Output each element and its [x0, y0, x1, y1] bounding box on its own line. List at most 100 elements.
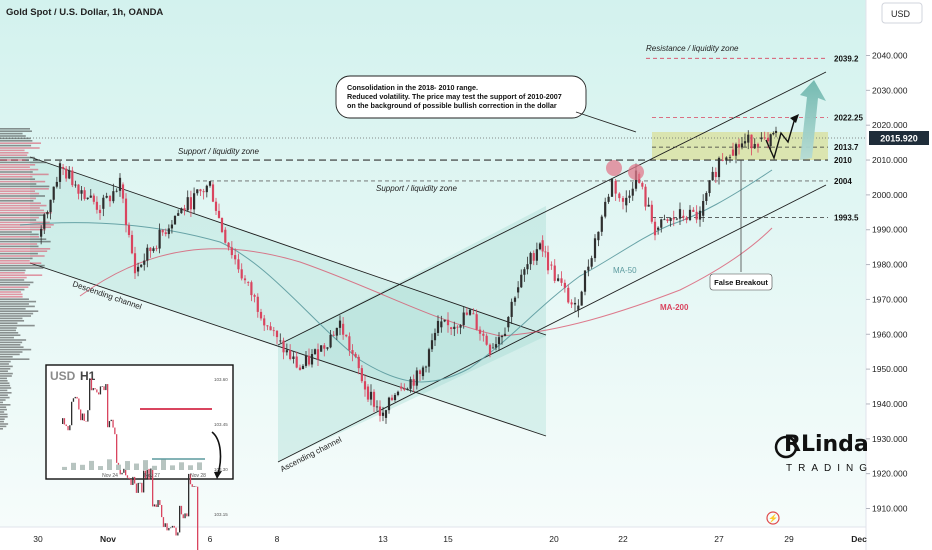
candle-body: [618, 193, 621, 199]
candle-body: [475, 314, 478, 330]
inset-candle: [128, 477, 130, 480]
candle-body: [52, 186, 55, 200]
time-axis[interactable]: 30 Nov 6 8 13 15 20 22 27 29 Dec: [33, 534, 867, 544]
price-tick-label: 1950.000: [872, 364, 908, 374]
price-tick-label: 1980.000: [872, 260, 908, 270]
inset-candle: [193, 486, 195, 487]
inset-candle: [148, 468, 150, 480]
candle-body: [462, 312, 465, 326]
inset-candle: [116, 434, 118, 463]
candle-body: [86, 197, 89, 199]
inset-candle: [126, 475, 129, 478]
candle-body: [61, 167, 65, 169]
inset-candle: [166, 523, 168, 531]
candle-body: [702, 201, 705, 216]
brand-line-1: RLinda: [784, 432, 869, 457]
ma-200-line: [79, 227, 773, 337]
inset-candle: [143, 470, 145, 493]
candle-body: [80, 190, 83, 194]
candle-body: [737, 144, 741, 148]
candle-body: [289, 350, 292, 359]
candle-body: [415, 370, 418, 386]
candle-body: [657, 227, 660, 230]
support-zone-label-2: Support / liquidity zone: [376, 184, 457, 193]
inset-volume-bar: [125, 461, 130, 470]
candle-body: [743, 141, 747, 144]
candle-body: [115, 190, 118, 192]
candle-body: [323, 345, 326, 349]
candle-body: [456, 326, 459, 328]
time-tick-label: 15: [443, 534, 453, 544]
candle-body: [763, 137, 766, 139]
candle-body: [610, 179, 614, 197]
candle-body: [247, 282, 250, 283]
candle-body: [628, 195, 631, 198]
candle-body: [682, 215, 685, 218]
price-axis[interactable]: 1910.000 1920.000 1930.000 1940.000 1950.000…: [866, 51, 908, 514]
candle-body: [369, 391, 373, 400]
inset-candle: [114, 427, 116, 435]
candle-body: [220, 217, 224, 233]
candle-body: [685, 217, 688, 221]
candle-body: [440, 321, 443, 328]
candle-body: [345, 334, 348, 337]
candle-body: [459, 325, 462, 328]
candle-body: [517, 287, 520, 293]
inset-candle: [101, 386, 103, 387]
candle-body: [375, 406, 379, 408]
candle-body: [520, 274, 523, 288]
candle-body: [342, 323, 345, 335]
candle-body: [329, 334, 332, 348]
time-tick-label: 20: [549, 534, 559, 544]
candle-body: [427, 349, 431, 367]
time-tick-label: Dec: [851, 534, 867, 544]
inset-candle: [182, 514, 184, 519]
candle-body: [653, 221, 657, 236]
inset-y-tick: 103.30: [214, 467, 228, 472]
candle-body: [108, 195, 112, 202]
time-tick-label: 29: [784, 534, 794, 544]
candle-body: [538, 243, 542, 250]
candle-body: [756, 143, 760, 147]
candle-body: [532, 253, 535, 261]
price-tick-label: 2000.000: [872, 190, 908, 200]
candle-body: [102, 197, 105, 209]
candle-body: [202, 191, 205, 193]
inset-candle: [125, 468, 127, 476]
candle-body: [465, 312, 468, 315]
inset-candle: [168, 527, 170, 531]
candle-body: [360, 368, 363, 382]
candle-body: [164, 232, 167, 235]
callout-line-3: on the background of possible bullish co…: [347, 101, 557, 110]
candle-body: [240, 269, 243, 279]
news-badge[interactable]: ⚡: [766, 511, 780, 525]
candle-body: [55, 181, 58, 187]
inset-candle: [159, 500, 161, 505]
currency-button[interactable]: [881, 2, 923, 24]
candle-body: [310, 354, 314, 365]
level-label: 2004: [834, 177, 852, 186]
candle-body: [409, 379, 412, 389]
candle-body: [769, 134, 772, 147]
candle-body: [614, 180, 617, 194]
inset-x-tick: Nov 28: [190, 473, 206, 479]
candle-body: [351, 350, 354, 354]
inset-candle: [96, 389, 98, 393]
candle-body: [567, 287, 570, 303]
candle-body: [65, 168, 68, 179]
peak-marker-2: [628, 164, 644, 180]
candle-body: [363, 381, 367, 390]
candle-body: [313, 349, 317, 355]
candle-body: [734, 144, 738, 156]
candle-body: [604, 201, 607, 217]
candle-body: [421, 367, 425, 377]
level-label: 1993.5: [834, 214, 859, 223]
candle-body: [472, 313, 475, 315]
inset-candle: [139, 482, 141, 484]
candle-body: [678, 209, 682, 219]
candle-body: [68, 170, 71, 179]
candle-body: [418, 370, 422, 375]
candle-body: [149, 247, 152, 252]
